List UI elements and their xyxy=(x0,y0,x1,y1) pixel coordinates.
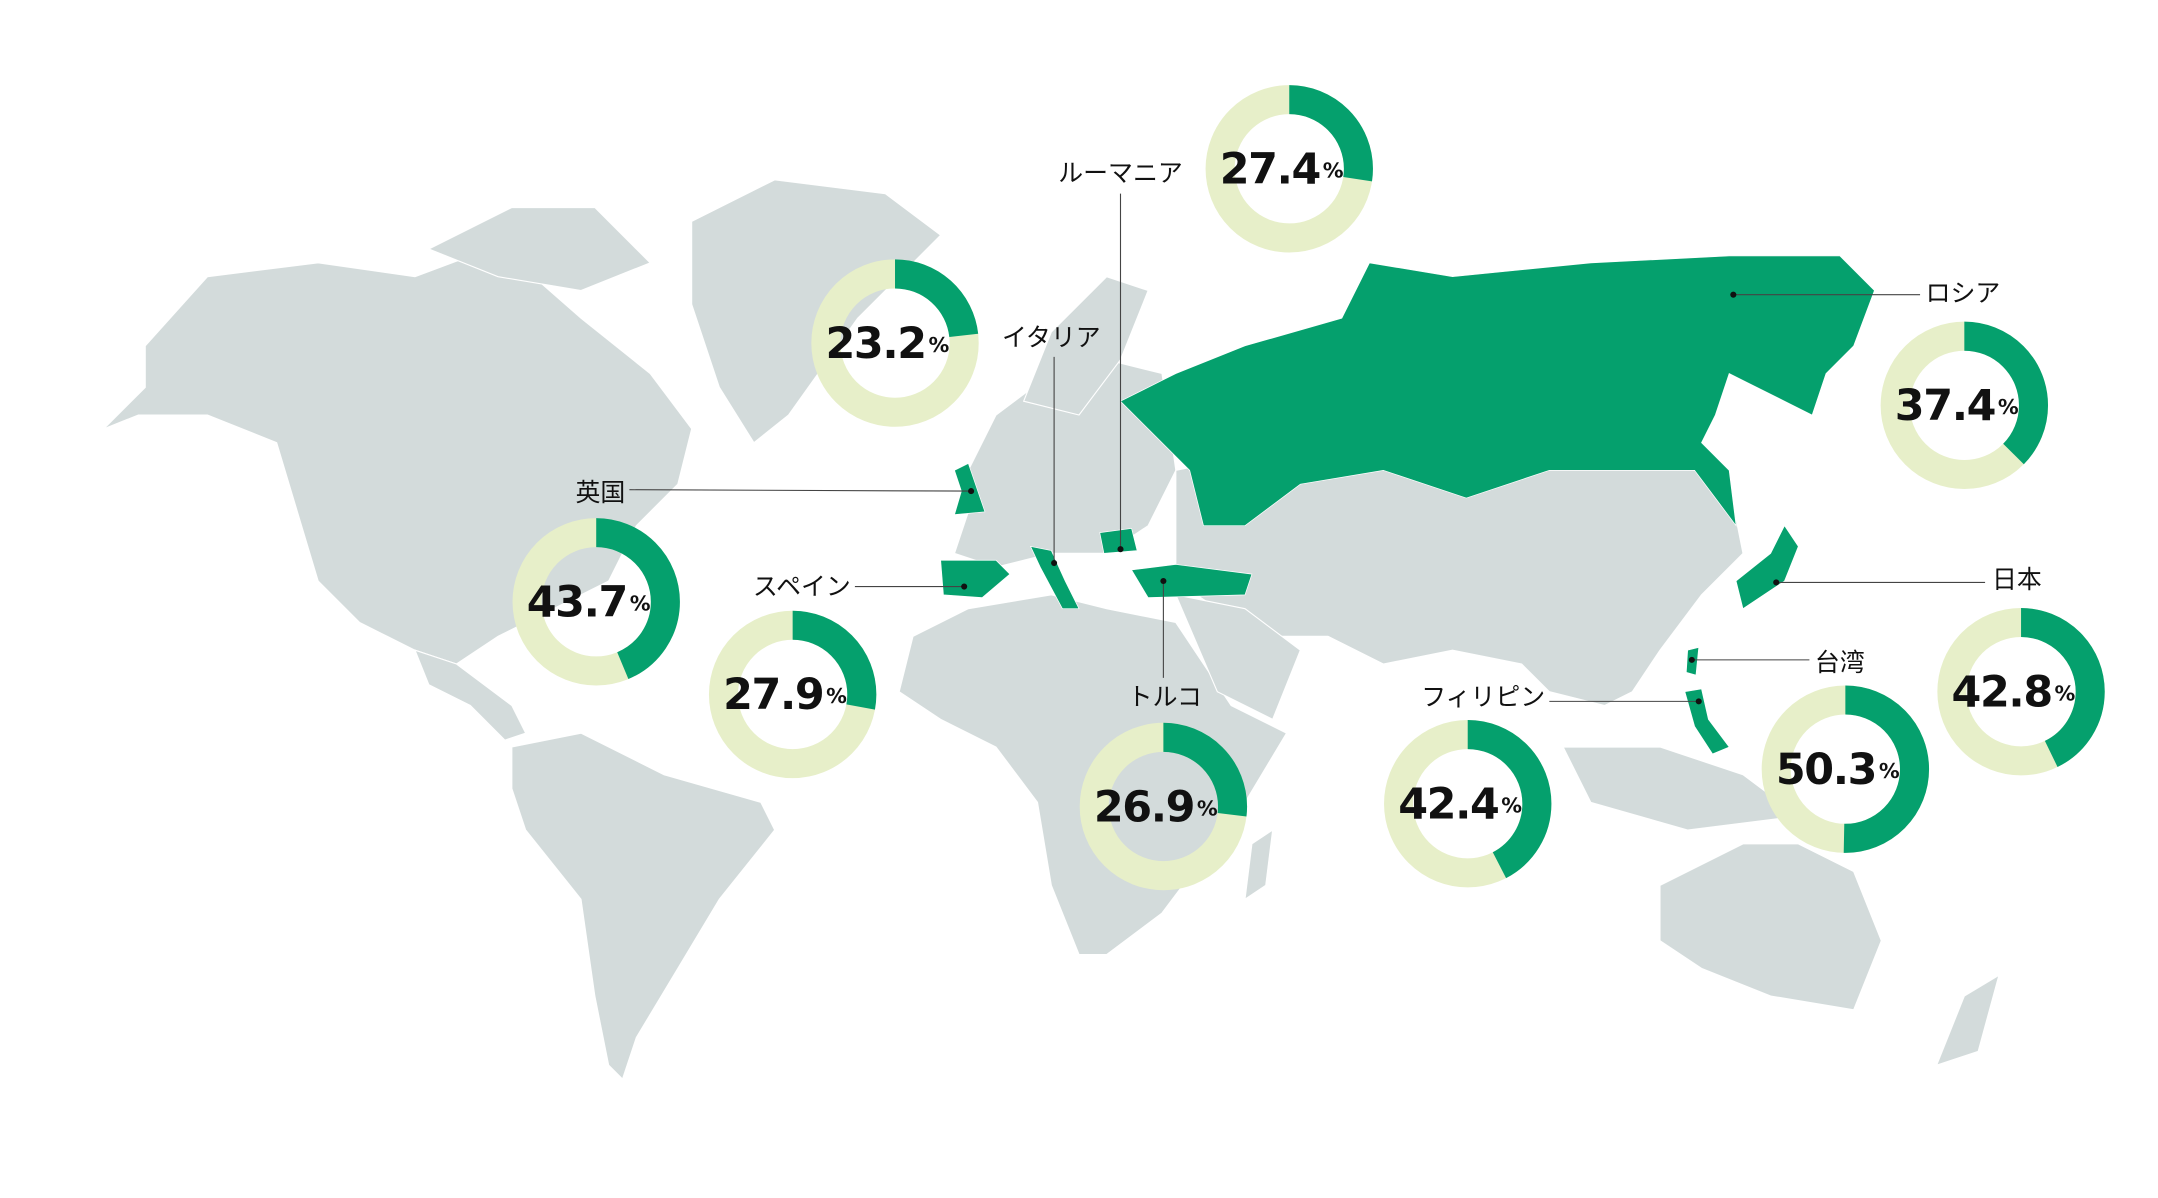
country-label: フィリピン xyxy=(1421,683,1545,712)
value-number: 37.4 xyxy=(1895,381,1995,431)
country-dot xyxy=(1117,546,1124,553)
donut-value: 27.9% xyxy=(723,670,847,720)
country-callout: 台湾 50.3% xyxy=(1688,648,1930,853)
donut-arc xyxy=(1880,321,2049,490)
country-callout: スペイン 27.9% xyxy=(708,572,968,779)
value-unit: % xyxy=(1998,395,2019,419)
donut-value: 43.7% xyxy=(527,577,651,627)
donut-value: 42.8% xyxy=(1952,667,2076,717)
country-label: ロシア xyxy=(1926,279,2001,308)
middle-east xyxy=(1174,594,1302,721)
country-dot xyxy=(1051,559,1058,567)
country-dot xyxy=(1730,291,1737,298)
country-dot xyxy=(1688,656,1695,663)
donut-arc xyxy=(811,259,979,427)
country-label: 日本 xyxy=(1992,565,2042,594)
value-number: 42.8 xyxy=(1952,667,2052,717)
value-unit: % xyxy=(1501,794,1522,818)
country-dot xyxy=(968,488,975,495)
south-america xyxy=(511,732,776,1081)
value-number: 27.4 xyxy=(1220,144,1320,194)
country-label: トルコ xyxy=(1128,683,1202,712)
italy-shape xyxy=(1029,545,1080,610)
russia-shape xyxy=(1119,255,1875,527)
scandinavia xyxy=(1022,276,1149,416)
madagascar xyxy=(1244,828,1274,901)
country-dot xyxy=(1160,577,1167,585)
country-label: 英国 xyxy=(575,478,625,507)
donut-value: 42.4% xyxy=(1398,779,1522,829)
value-unit: % xyxy=(1879,759,1900,783)
donut-arc xyxy=(1937,607,2105,776)
australia xyxy=(1659,843,1882,1011)
new-zealand xyxy=(1935,974,2000,1067)
country-label: イタリア xyxy=(1002,323,1101,352)
donut-arc xyxy=(1205,85,1373,253)
country-callout: フィリピン 42.4% xyxy=(1384,683,1702,888)
turkey-shape xyxy=(1130,564,1253,598)
country-callout: 日本 42.8% xyxy=(1773,565,2105,776)
value-unit: % xyxy=(2055,681,2076,705)
country-label: ルーマニア xyxy=(1058,158,1182,187)
country-callout: イタリア 23.2% xyxy=(811,259,1101,567)
value-number: 50.3 xyxy=(1776,744,1876,794)
country-callout: ロシア 37.4% xyxy=(1730,279,2049,490)
value-number: 23.2 xyxy=(825,318,925,368)
donut-value: 50.3% xyxy=(1776,744,1900,794)
country-callout: ルーマニア 27.4% xyxy=(1058,85,1373,553)
donut-value: 27.4% xyxy=(1220,144,1344,194)
japan-shape xyxy=(1735,524,1799,610)
country-callout: トルコ 26.9% xyxy=(1079,577,1248,891)
donut-arc xyxy=(1761,685,1930,853)
donut-value: 26.9% xyxy=(1094,782,1218,832)
donut-value: 23.2% xyxy=(825,318,949,368)
value-number: 27.9 xyxy=(723,670,823,720)
donut-arc xyxy=(1384,720,1552,888)
philippines-shape xyxy=(1684,688,1730,755)
value-unit: % xyxy=(1323,159,1344,183)
value-unit: % xyxy=(929,333,950,357)
highlighted-countries xyxy=(940,255,1875,755)
value-number: 26.9 xyxy=(1094,782,1194,832)
value-number: 43.7 xyxy=(527,577,627,627)
country-label: 台湾 xyxy=(1815,648,1865,677)
donut-value: 37.4% xyxy=(1895,381,2019,431)
value-number: 42.4 xyxy=(1398,779,1498,829)
country-dot xyxy=(961,583,968,590)
donut-arc xyxy=(1079,722,1248,891)
spain-shape xyxy=(940,559,1011,598)
country-label: スペイン xyxy=(753,572,851,601)
central-america xyxy=(414,649,527,741)
donut-arc xyxy=(512,518,680,686)
country-dot xyxy=(1773,579,1780,586)
value-unit: % xyxy=(630,592,651,616)
leader-line xyxy=(629,489,972,492)
country-callout: 英国 43.7% xyxy=(512,478,975,686)
arctic-islands xyxy=(427,206,652,292)
donut-arc xyxy=(708,610,877,779)
value-unit: % xyxy=(826,684,847,708)
country-dot xyxy=(1695,698,1702,705)
value-unit: % xyxy=(1197,796,1218,820)
